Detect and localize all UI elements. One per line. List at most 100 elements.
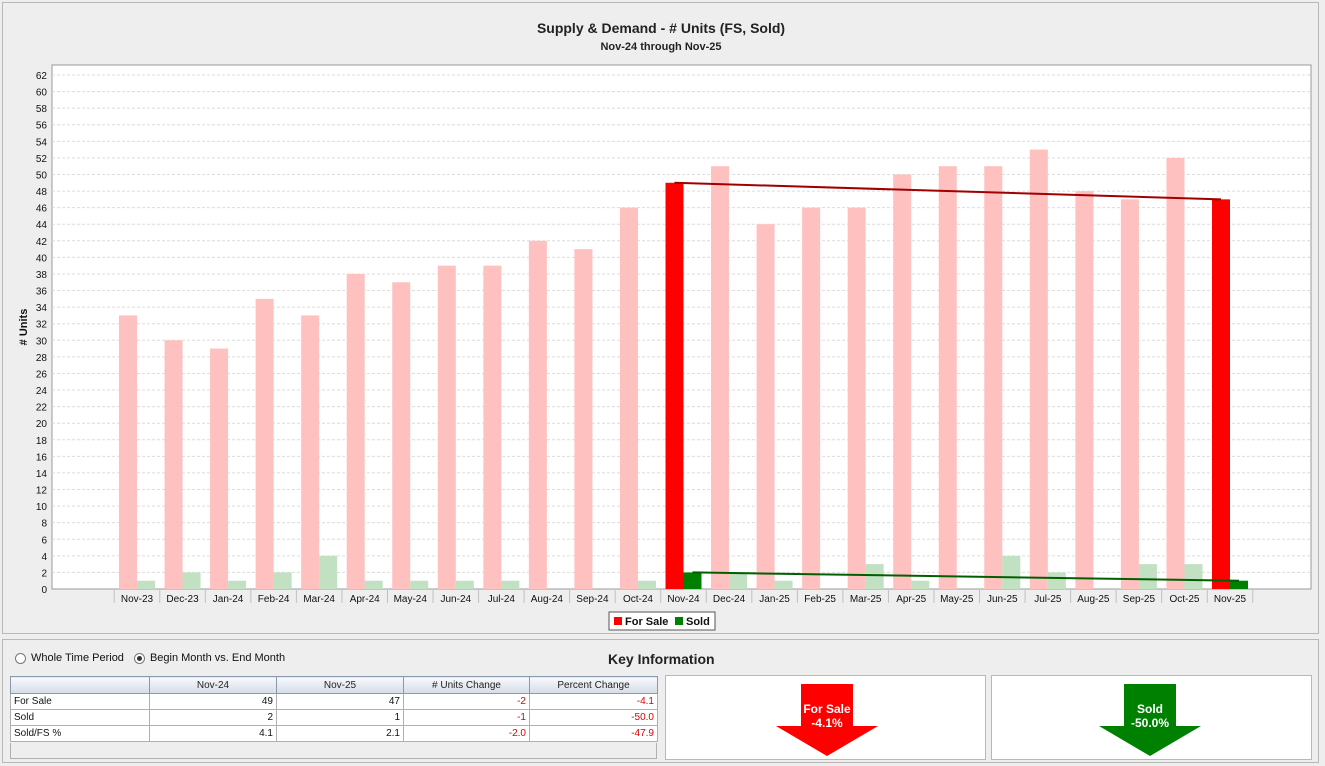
radio-begin-vs-end[interactable]: Begin Month vs. End Month: [133, 652, 285, 664]
bar-sold: [1002, 555, 1021, 589]
y-tick-label: 8: [41, 519, 47, 530]
table-row[interactable]: Sold/FS % 4.1 2.1 -2.0 -47.9: [10, 725, 658, 742]
table-header-row: Nov-24 Nov-25 # Units Change Percent Cha…: [10, 676, 658, 694]
x-axis-ticks: Nov-23 Dec-23 Jan-24 Feb-24 Mar-24 Apr-24 May-…: [113, 590, 1254, 605]
bar-for-sale: [665, 182, 684, 589]
bars: [119, 149, 1248, 590]
bar-for-sale: [802, 207, 821, 590]
header-label[interactable]: [10, 676, 150, 694]
x-tick-label: Nov-23: [121, 594, 154, 605]
legend-swatch-sold: [675, 617, 683, 625]
chart-title: Supply & Demand - # Units (FS, Sold): [537, 20, 785, 36]
chart-subtitle: Nov-24 through Nov-25: [600, 41, 721, 53]
y-tick-label: 20: [36, 419, 48, 430]
row-label: For Sale: [10, 693, 150, 710]
x-tick-label: Dec-24: [713, 594, 746, 605]
y-axis-label: # Units: [18, 309, 30, 346]
y-tick-label: 38: [36, 270, 48, 281]
bar-sold: [137, 580, 155, 589]
for-sale-arrow-label: For Sale: [803, 702, 851, 716]
y-tick-label: 46: [36, 204, 48, 215]
bar-for-sale: [847, 207, 866, 590]
radio-checked-icon[interactable]: [133, 652, 145, 664]
bar-for-sale: [119, 315, 137, 589]
bar-sold: [1184, 564, 1203, 589]
y-tick-label: 26: [36, 369, 48, 380]
sold-arrow-box: Sold -50.0%: [991, 675, 1312, 760]
bar-sold: [501, 580, 520, 589]
bar-sold: [228, 580, 247, 589]
y-tick-label: 42: [36, 237, 48, 248]
row-end: 1: [276, 709, 404, 726]
bar-sold: [455, 580, 474, 589]
y-tick-label: 2: [41, 568, 47, 579]
y-tick-label: 10: [36, 502, 48, 513]
legend-box: [608, 611, 716, 631]
y-tick-label: 48: [36, 187, 48, 198]
y-tick-label: 60: [36, 88, 48, 99]
y-tick-label: 32: [36, 320, 48, 331]
x-tick-label: Jun-25: [987, 594, 1018, 605]
bar-for-sale: [255, 298, 274, 589]
bar-sold: [865, 564, 884, 589]
trend-line-for-sale: [674, 181, 1222, 201]
bar-for-sale: [1166, 157, 1185, 589]
x-tick-label: Jul-25: [1034, 594, 1062, 605]
bar-sold: [1047, 572, 1066, 589]
y-tick-label: 24: [36, 386, 48, 397]
for-sale-down-arrow-icon: For Sale -4.1%: [776, 684, 878, 756]
y-tick-label: 12: [36, 486, 48, 497]
bar-for-sale: [483, 265, 502, 589]
y-tick-label: 22: [36, 403, 48, 414]
bar-sold: [1138, 564, 1157, 589]
y-tick-label: 54: [36, 137, 48, 148]
bar-for-sale: [164, 340, 183, 589]
y-tick-label: 50: [36, 170, 48, 181]
x-tick-label: Oct-24: [623, 594, 653, 605]
for-sale-arrow-value: -4.1%: [811, 716, 843, 730]
table-row[interactable]: Sold 2 1 -1 -50.0: [10, 709, 658, 726]
x-tick-label: Sep-24: [576, 594, 609, 605]
x-tick-label: Nov-25: [1214, 594, 1247, 605]
header-percent-change[interactable]: Percent Change: [529, 676, 658, 694]
header-begin[interactable]: Nov-24: [149, 676, 277, 694]
bar-for-sale: [346, 273, 365, 589]
radio-unchecked-icon[interactable]: [15, 652, 26, 664]
x-tick-label: Jul-24: [488, 594, 516, 605]
y-tick-label: 4: [41, 552, 47, 563]
trend-line-sold: [692, 571, 1240, 582]
bar-for-sale: [392, 282, 411, 589]
bar-sold: [729, 572, 748, 589]
bar-sold: [1230, 580, 1248, 589]
x-tick-label: Sep-25: [1123, 594, 1156, 605]
row-end: 2.1: [276, 725, 404, 742]
bar-for-sale: [301, 315, 320, 589]
bar-for-sale: [938, 166, 957, 589]
row-end: 47: [276, 693, 404, 710]
y-tick-label: 30: [36, 336, 48, 347]
radio-whole-time-period[interactable]: Whole Time Period: [15, 652, 124, 664]
legend-swatch-for-sale: [614, 617, 622, 625]
y-tick-label: 40: [36, 253, 48, 264]
legend-label-sold: Sold: [686, 616, 710, 628]
header-end[interactable]: Nov-25: [276, 676, 404, 694]
bar-for-sale: [437, 265, 456, 589]
row-units-change: -2: [403, 693, 530, 710]
sold-arrow-label: Sold: [1137, 702, 1163, 716]
y-tick-label: 34: [36, 303, 48, 314]
table-row[interactable]: For Sale 49 47 -2 -4.1: [10, 693, 658, 710]
row-percent-change: -50.0: [529, 709, 658, 726]
y-tick-label: 0: [41, 585, 47, 596]
key-information-panel: Whole Time Period Begin Month vs. End Mo…: [2, 639, 1319, 763]
x-tick-label: Nov-24: [667, 594, 700, 605]
bar-sold: [911, 580, 930, 589]
header-units-change[interactable]: # Units Change: [403, 676, 530, 694]
x-tick-label: Feb-24: [258, 594, 290, 605]
row-label: Sold: [10, 709, 150, 726]
row-begin: 4.1: [149, 725, 277, 742]
bar-for-sale: [1029, 149, 1048, 589]
x-tick-label: Apr-25: [896, 594, 926, 605]
bar-sold: [774, 580, 793, 589]
legend: For Sale Sold: [608, 611, 716, 631]
y-tick-label: 62: [36, 71, 48, 82]
